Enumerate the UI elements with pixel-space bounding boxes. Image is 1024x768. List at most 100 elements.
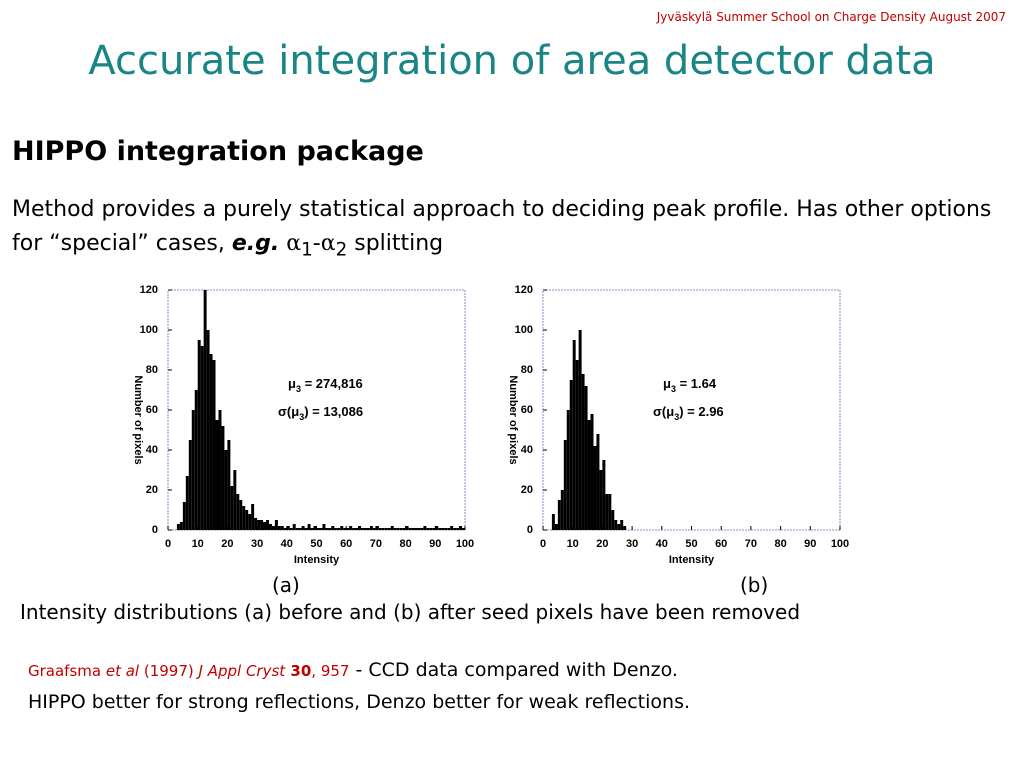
bar (387, 528, 391, 530)
bar (572, 340, 576, 530)
bar (349, 526, 353, 530)
bar (316, 528, 320, 530)
x-tick-label: 40 (656, 538, 668, 550)
bar (322, 524, 326, 530)
bar (266, 520, 269, 530)
bar (361, 528, 365, 530)
bar (393, 528, 397, 530)
y-axis-label: Number of pixels (507, 375, 519, 464)
bar (608, 494, 612, 530)
bar (197, 340, 201, 530)
subscript: 3 (671, 384, 676, 394)
bar (337, 528, 341, 530)
symbol: α (286, 231, 302, 256)
y-tick-label: 80 (146, 364, 158, 376)
reference: Graafsma et al (1997) J Appl Cryst 30, 9… (28, 655, 690, 718)
x-axis-label: Intensity (669, 554, 715, 566)
bar (405, 526, 409, 530)
text: et al (105, 662, 140, 680)
x-tick-label: 40 (281, 538, 293, 550)
bar (245, 510, 249, 530)
chart-caption: (a) (272, 573, 300, 597)
subscript: 3 (296, 384, 301, 394)
x-tick-label: 20 (221, 538, 233, 550)
symbol: α (320, 231, 336, 256)
bar (239, 500, 243, 530)
bar (402, 528, 406, 530)
bar (283, 528, 287, 530)
bar (301, 526, 305, 530)
bar (450, 526, 454, 530)
bar (584, 386, 588, 530)
bar (191, 410, 195, 530)
bar (263, 522, 267, 530)
bar (194, 390, 198, 530)
subscript: 1 (301, 239, 313, 261)
x-tick-label: 90 (804, 538, 816, 550)
bar (420, 528, 424, 530)
text: splitting (347, 231, 444, 256)
bar (411, 528, 415, 530)
bar (384, 528, 388, 530)
x-tick-label: 70 (370, 538, 382, 550)
subtitle: HIPPO integration package (12, 136, 424, 167)
y-axis-label: Number of pixels (132, 375, 144, 464)
bar (224, 450, 228, 530)
bar (453, 528, 457, 530)
bar (364, 528, 367, 530)
bar (587, 420, 591, 530)
bar (209, 354, 213, 530)
bar (426, 528, 430, 530)
bar (280, 526, 284, 530)
bar (429, 528, 433, 530)
annotation-part: ) = 2.96 (679, 404, 723, 419)
bar (569, 380, 573, 530)
text: HIPPO better for strong reflections, Den… (28, 691, 691, 713)
subscript: 3 (299, 412, 304, 422)
bar (346, 528, 350, 530)
text: Method provides a purely statistical app… (12, 197, 992, 256)
bar (366, 528, 370, 530)
bar (328, 528, 332, 530)
x-tick-label: 60 (715, 538, 727, 550)
bar (248, 514, 252, 530)
bar (578, 330, 582, 530)
bar (298, 528, 302, 530)
bar (423, 526, 427, 530)
bar (378, 528, 382, 530)
header: Jyväskylä Summer School on Charge Densit… (656, 10, 1006, 24)
bar (343, 528, 347, 530)
bar (218, 410, 222, 530)
bar (179, 522, 183, 530)
bar (212, 360, 216, 530)
y-tick-label: 20 (521, 484, 533, 496)
bar (227, 440, 231, 530)
bar (251, 504, 255, 530)
y-tick-label: 60 (521, 404, 533, 416)
annotation-part: μ (663, 376, 671, 391)
bar (444, 528, 448, 530)
bar (551, 514, 555, 530)
text: 30 (285, 662, 312, 680)
bar (459, 526, 463, 530)
bar (381, 528, 385, 530)
y-tick-label: 40 (521, 444, 533, 456)
bar (399, 528, 403, 530)
annotation-part: μ (288, 376, 296, 391)
x-tick-label: 0 (540, 538, 546, 550)
x-tick-label: 60 (340, 538, 352, 550)
x-tick-label: 90 (429, 538, 441, 550)
y-tick-label: 0 (527, 524, 533, 536)
bar (560, 490, 564, 530)
annotation-part: = 274,816 (301, 376, 363, 391)
bar (623, 526, 627, 530)
bar (614, 520, 618, 530)
bar (268, 524, 272, 530)
x-tick-label: 30 (251, 538, 263, 550)
bar (554, 524, 558, 530)
bar (602, 460, 606, 530)
bar (408, 528, 412, 530)
bar (396, 528, 400, 530)
bar (236, 494, 240, 530)
